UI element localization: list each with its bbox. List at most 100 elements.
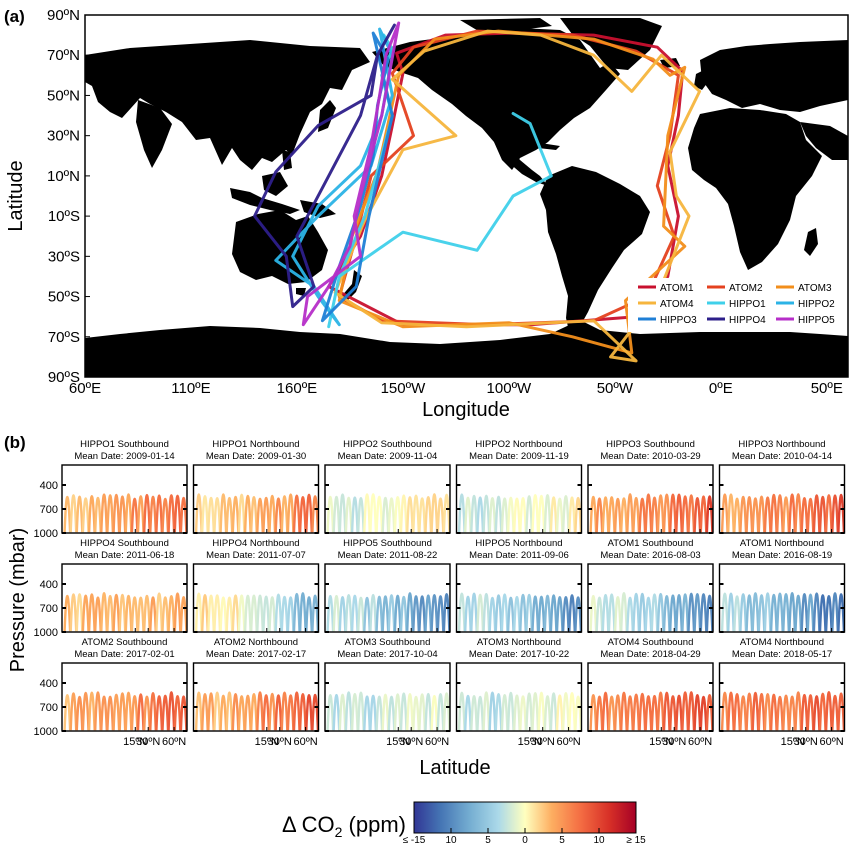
map-frame bbox=[84, 14, 849, 378]
curtain-panel-date: Mean Date: 2011-07-07 bbox=[206, 550, 306, 561]
curtain-profile bbox=[506, 596, 515, 632]
curtain-x-tick-label: 60ºN bbox=[819, 736, 843, 748]
curtain-x-tick-label: 30ºN bbox=[531, 736, 555, 748]
colorbar-tick-label: 10 bbox=[445, 835, 457, 845]
panel-a: (a) bbox=[4, 7, 849, 421]
land-central-america bbox=[494, 142, 548, 186]
legend-entry: HIPPO2 bbox=[798, 299, 835, 310]
curtain-panel-title: ATOM3 Northbound bbox=[477, 637, 561, 648]
curtain-profile bbox=[75, 695, 84, 731]
curtain-profile bbox=[418, 595, 427, 632]
curtain-profile bbox=[494, 594, 503, 632]
curtain-profile bbox=[213, 594, 222, 632]
curtain-profile bbox=[237, 493, 246, 533]
curtain-profile bbox=[782, 694, 790, 731]
curtain-panel-date: Mean Date: 2009-01-30 bbox=[206, 451, 306, 462]
curtain-profile bbox=[769, 693, 778, 731]
colorbar-tick-label: 0 bbox=[522, 835, 528, 845]
curtain-profile bbox=[87, 593, 96, 632]
curtain-profile bbox=[124, 493, 133, 533]
curtain-profile bbox=[292, 593, 301, 632]
curtain-profile bbox=[632, 693, 641, 731]
route-hippo5 bbox=[301, 21, 401, 327]
curtain-panel-frame bbox=[324, 464, 451, 534]
legend-background bbox=[628, 278, 843, 332]
curtain-panel-frame bbox=[587, 464, 714, 534]
curtain-profile bbox=[69, 593, 78, 632]
curtain-profile bbox=[381, 496, 390, 533]
curtain-profile bbox=[720, 493, 729, 533]
curtain-profile bbox=[326, 594, 335, 632]
curtain-profile bbox=[430, 694, 439, 731]
curtain-profile bbox=[561, 595, 570, 632]
curtain-profile bbox=[280, 495, 289, 533]
curtain-profile bbox=[69, 494, 78, 533]
curtain-profile bbox=[543, 695, 552, 731]
curtain-profile bbox=[350, 496, 359, 533]
curtain-profile bbox=[369, 694, 378, 731]
curtain-panel-frame bbox=[455, 563, 583, 633]
curtain-profile bbox=[543, 594, 552, 632]
curtain-profile bbox=[106, 695, 115, 731]
land-tasmania bbox=[296, 288, 306, 296]
curtain-panel-date: Mean Date: 2016-08-19 bbox=[732, 550, 832, 561]
land-india bbox=[136, 100, 172, 168]
map-x-tick-label: 50ºE bbox=[811, 380, 843, 397]
curtain-profile bbox=[632, 496, 641, 533]
curtain-profile bbox=[681, 495, 690, 533]
curtain-profile bbox=[589, 694, 598, 731]
curtain-profile bbox=[745, 496, 754, 533]
curtain-profile bbox=[201, 594, 209, 632]
curtain-profile bbox=[274, 497, 283, 533]
curtain-profile bbox=[500, 694, 509, 731]
curtain-profile bbox=[595, 497, 604, 533]
curtain-panel-date: Mean Date: 2017-10-04 bbox=[337, 649, 437, 660]
curtain-profile bbox=[776, 494, 784, 533]
map-x-tick-label: 160ºE bbox=[277, 380, 318, 397]
curtain-profile bbox=[268, 596, 277, 632]
curtain-profile bbox=[219, 596, 228, 632]
curtain-profile bbox=[112, 693, 121, 731]
curtain-profile bbox=[488, 596, 497, 632]
curtain-panel-date: Mean Date: 2009-11-19 bbox=[469, 451, 569, 462]
curtain-panel-title: ATOM4 Northbound bbox=[740, 637, 824, 648]
map-y-tick-label: 10ºS bbox=[48, 208, 80, 225]
curtain-profile bbox=[476, 695, 485, 731]
curtain-profile bbox=[675, 493, 683, 533]
curtain-profile bbox=[488, 497, 497, 533]
curtain-panel-date: Mean Date: 2017-10-22 bbox=[469, 649, 569, 660]
curtain-profile bbox=[387, 497, 396, 533]
curtain-profile bbox=[311, 594, 320, 632]
curtain-profile bbox=[231, 495, 240, 533]
curtain-profile bbox=[305, 493, 313, 533]
curtain-profile bbox=[525, 495, 534, 533]
curtain-profile bbox=[705, 693, 714, 731]
curtain-panel-frame bbox=[718, 464, 846, 534]
curtain-profile bbox=[794, 691, 803, 731]
curtain-profile bbox=[537, 494, 546, 533]
curtain-profile bbox=[662, 691, 671, 731]
curtain-profile bbox=[837, 593, 846, 632]
curtain-panel-date: Mean Date: 2009-11-04 bbox=[338, 451, 438, 462]
curtain-profile bbox=[173, 592, 182, 632]
curtain-profile bbox=[525, 593, 534, 632]
map-x-tick-label: 60ºE bbox=[69, 380, 101, 397]
curtain-profile bbox=[513, 694, 521, 731]
curtain-profile bbox=[305, 596, 313, 632]
curtain-profile bbox=[63, 495, 72, 533]
curtain-panel-title: HIPPO2 Southbound bbox=[343, 439, 432, 450]
curtain-profile bbox=[818, 495, 827, 533]
curtain-profile bbox=[519, 496, 527, 533]
curtain-panel-frame bbox=[455, 662, 583, 732]
curtain-profile bbox=[669, 695, 677, 731]
curtain-x-tick-label: 15ºN bbox=[255, 736, 279, 748]
curtain-profile bbox=[656, 494, 665, 533]
curtain-panel-frame bbox=[192, 563, 320, 633]
